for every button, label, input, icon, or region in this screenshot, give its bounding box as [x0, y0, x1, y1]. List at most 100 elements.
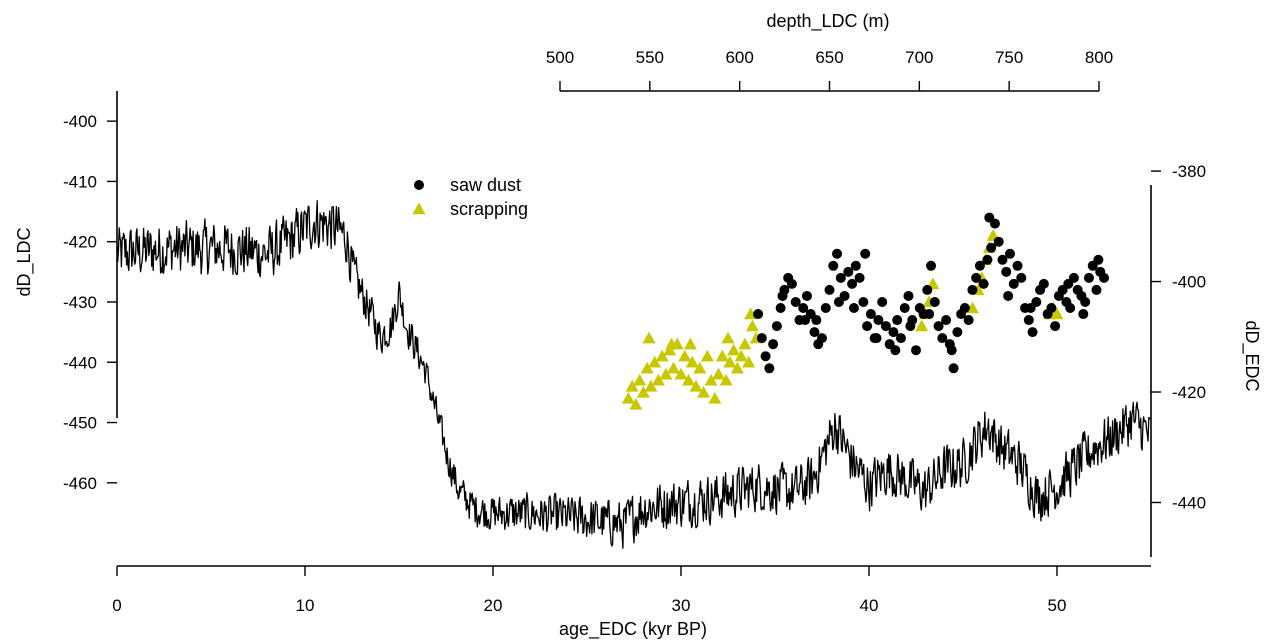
- sawdust-point: [1063, 278, 1074, 289]
- scrapping-point: [648, 355, 662, 368]
- sawdust-point: [832, 248, 843, 259]
- sawdust-point: [986, 242, 997, 253]
- sawdust-point: [890, 345, 901, 356]
- x-tick-label: 50: [1048, 596, 1067, 615]
- scrapping-point: [721, 331, 735, 344]
- sawdust-point: [790, 296, 801, 307]
- top-tick-label: 700: [905, 48, 933, 67]
- sawdust-point: [1099, 272, 1109, 283]
- legend-sawdust-marker: [414, 180, 424, 190]
- scrapping-point: [745, 319, 759, 332]
- scrapping-point: [678, 349, 692, 362]
- sawdust-point: [971, 272, 982, 283]
- top-tick-label: 750: [995, 48, 1023, 67]
- y-right-tick-label: -380: [1172, 162, 1206, 181]
- x-tick-label: 0: [112, 596, 121, 615]
- scrapping-point: [708, 391, 722, 404]
- top-axis-title: depth_LDC (m): [766, 11, 889, 32]
- sawdust-point: [1083, 272, 1094, 283]
- scrapping-point: [633, 373, 647, 386]
- sawdust-point: [880, 321, 891, 332]
- sawdust-point: [811, 315, 822, 326]
- scrapping-point: [727, 343, 741, 356]
- x-tick-label: 30: [672, 596, 691, 615]
- sawdust-point: [771, 321, 782, 332]
- legend-scrapping-marker: [412, 202, 426, 215]
- edc-series-line: [116, 200, 1152, 549]
- legend: saw dust scrapping: [412, 175, 528, 219]
- top-tick-label: 600: [725, 48, 753, 67]
- sawdust-point: [848, 303, 859, 314]
- scrapping-point: [666, 361, 680, 374]
- sawdust-point: [924, 309, 935, 320]
- scrapping-point: [738, 337, 752, 350]
- scrapping-point: [723, 355, 737, 368]
- sawdust-point: [926, 260, 937, 271]
- points-group: [621, 212, 1109, 410]
- sawdust-point: [768, 339, 779, 350]
- scrapping-point: [715, 349, 729, 362]
- sawdust-point: [871, 333, 882, 344]
- sawdust-point: [1038, 278, 1049, 289]
- sawdust-point: [895, 333, 906, 344]
- scrapping-point: [1050, 307, 1064, 320]
- scrapping-point: [636, 385, 650, 398]
- y-right-axis-title: dD_EDC: [1241, 320, 1262, 391]
- sawdust-point: [860, 248, 871, 259]
- sawdust-point: [777, 290, 788, 301]
- sawdust-point: [974, 260, 985, 271]
- sawdust-point: [948, 363, 959, 374]
- sawdust-point: [847, 278, 858, 289]
- scrapping-point: [915, 319, 929, 332]
- sawdust-point: [775, 303, 786, 314]
- y-right-tick-label: -440: [1172, 493, 1206, 512]
- sawdust-point: [865, 309, 876, 320]
- scrapping-point: [697, 385, 711, 398]
- sawdust-point: [1027, 327, 1038, 338]
- sawdust-point: [946, 345, 957, 356]
- scrapping-point: [674, 367, 688, 380]
- y-left-tick-label: -450: [63, 414, 97, 433]
- sawdust-point: [922, 284, 933, 295]
- sawdust-point: [959, 303, 970, 314]
- sawdust-point: [798, 303, 809, 314]
- legend-scrapping-label: scrapping: [450, 199, 528, 219]
- scrapping-point: [683, 337, 697, 350]
- scrapping-point: [642, 331, 656, 344]
- scrapping-point: [663, 343, 677, 356]
- top-tick-label: 550: [636, 48, 664, 67]
- scrapping-point: [730, 361, 744, 374]
- sawdust-point: [817, 333, 827, 344]
- sawdust-point: [899, 303, 910, 314]
- scrapping-point: [719, 373, 733, 386]
- sawdust-point: [905, 321, 916, 332]
- y-left-tick-label: -440: [63, 353, 97, 372]
- scrapping-point: [693, 361, 707, 374]
- sawdust-point: [1078, 309, 1089, 320]
- scrapping-point: [742, 355, 756, 368]
- sawdust-point: [833, 296, 844, 307]
- sawdust-point: [835, 272, 846, 283]
- scrapping-point: [655, 349, 669, 362]
- scrapping-point: [651, 373, 665, 386]
- sawdust-point: [1005, 248, 1015, 259]
- y-left-tick-label: -430: [63, 293, 97, 312]
- sawdust-point: [1025, 303, 1036, 314]
- sawdust-point: [1008, 278, 1019, 289]
- scrapping-point: [685, 355, 699, 368]
- sawdust-point: [984, 212, 995, 223]
- sawdust-point: [967, 284, 978, 295]
- sawdust-point: [1046, 303, 1057, 314]
- sawdust-point: [756, 333, 767, 344]
- sawdust-point: [820, 303, 831, 314]
- sawdust-point: [982, 254, 993, 265]
- y-left-axis-title: dD_LDC: [14, 227, 35, 296]
- scrapping-point: [689, 379, 703, 392]
- sawdust-point: [854, 272, 865, 283]
- x-tick-label: 40: [860, 596, 879, 615]
- sawdust-point: [1050, 321, 1061, 332]
- sawdust-point: [911, 345, 921, 356]
- legend-sawdust-label: saw dust: [450, 175, 521, 195]
